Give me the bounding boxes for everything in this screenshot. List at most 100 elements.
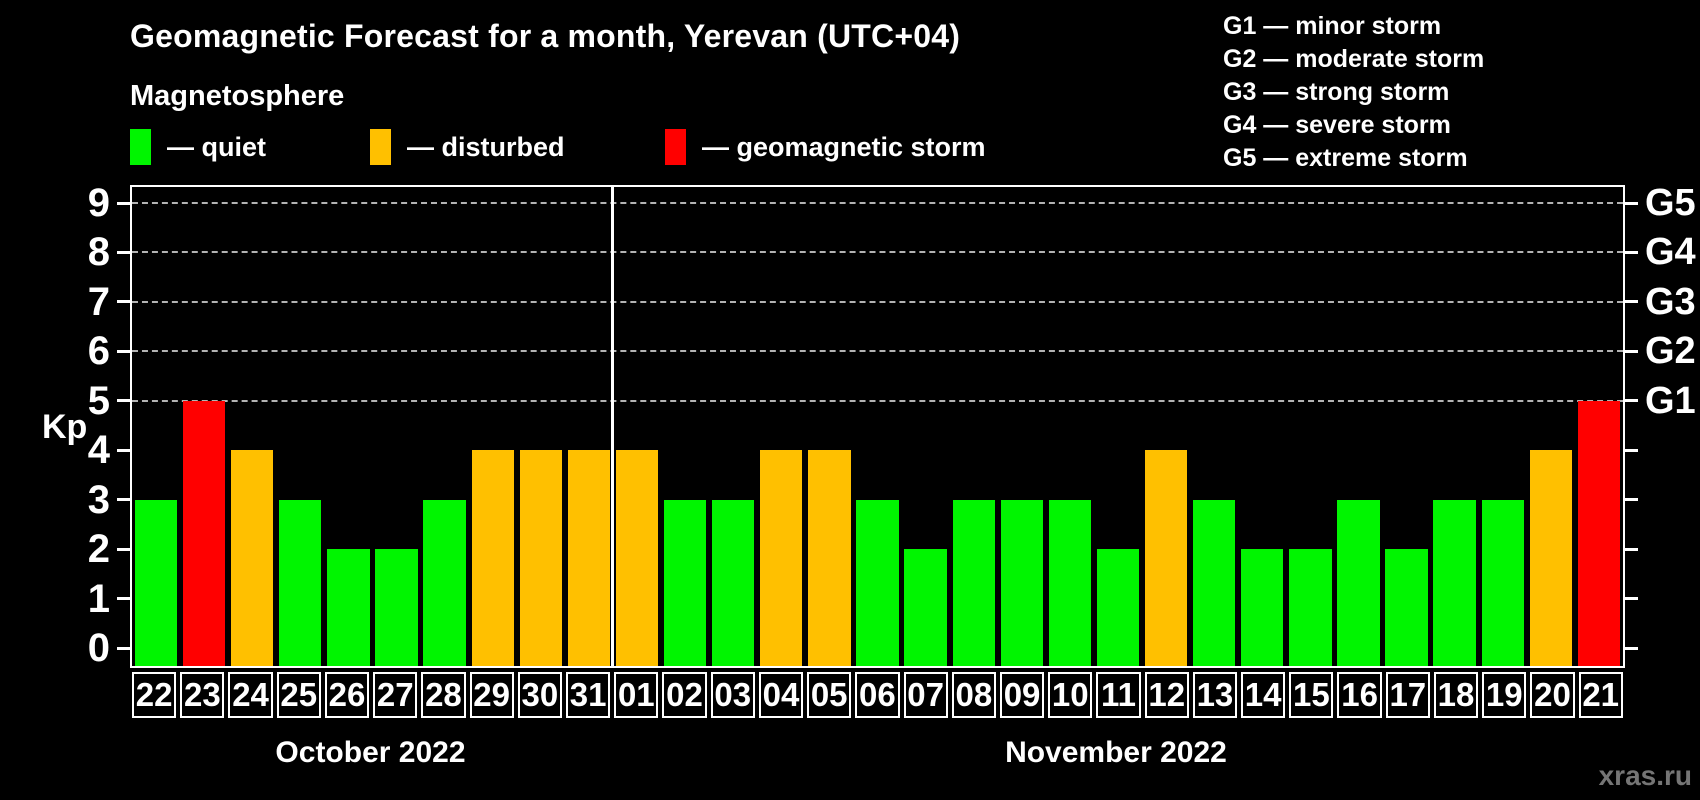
legend-label-quiet: — quiet	[167, 131, 266, 162]
y-tick-label-6: 6	[87, 329, 110, 374]
month-divider	[611, 187, 615, 666]
kp-bar-day-20	[1529, 450, 1572, 666]
month-label-november: November 2022	[1005, 736, 1227, 769]
left-tick-kp-7	[117, 300, 130, 304]
day-label-22: 22	[132, 672, 177, 718]
day-label-02: 02	[662, 672, 707, 718]
kp-bar-day-05	[808, 450, 851, 666]
kp-bar-day-21	[1577, 400, 1621, 666]
gridline-kp-9	[132, 202, 1623, 204]
day-label-26: 26	[324, 672, 370, 718]
left-tick-kp-0	[117, 646, 130, 650]
kp-bar-day-22	[134, 499, 178, 666]
day-label-16: 16	[1337, 672, 1382, 718]
day-label-24: 24	[228, 672, 273, 718]
kp-bar-day-08	[952, 499, 995, 666]
y-axis-label: Kp	[42, 408, 88, 446]
storm-scale-line-2: G2 — moderate storm	[1223, 45, 1485, 73]
gridline-kp-7	[132, 300, 1623, 303]
kp-bar-day-24	[231, 450, 274, 666]
right-tick-kp-3	[1625, 498, 1638, 502]
g-scale-label-g2: G2	[1645, 330, 1696, 373]
g-scale-label-g3: G3	[1645, 280, 1696, 323]
kp-bar-day-15	[1289, 549, 1332, 666]
kp-bar-day-14	[1241, 549, 1284, 666]
y-tick-label-5: 5	[87, 378, 110, 423]
y-tick-label-9: 9	[87, 181, 110, 225]
day-label-17: 17	[1385, 672, 1430, 718]
right-tick-kp-5	[1625, 399, 1638, 403]
storm-scale-legend: G1 — minor storm G2 — moderate storm G3 — …	[1223, 10, 1484, 175]
left-tick-kp-4	[117, 448, 130, 452]
right-tick-kp-0	[1625, 646, 1638, 650]
kp-bar-day-01	[615, 450, 659, 666]
day-label-21: 21	[1578, 672, 1623, 718]
plot-area: 0 1 2 3 4 5 6 7 8 9 G1 G2 G3 G4 G5	[88, 183, 1696, 668]
right-tick-kp-6	[1625, 349, 1638, 353]
kp-bar-day-23	[182, 400, 226, 666]
day-label-25: 25	[276, 672, 321, 718]
chart-title: Geomagnetic Forecast for a month, Yereva…	[130, 18, 961, 54]
day-label-27: 27	[373, 672, 418, 718]
day-label-28: 28	[421, 672, 466, 718]
gridline-kp-6	[132, 350, 1623, 353]
y-tick-label-1: 1	[87, 576, 110, 621]
kp-bar-day-13	[1193, 499, 1236, 666]
left-tick-kp-3	[117, 498, 130, 502]
kp-bar-day-17	[1385, 549, 1428, 666]
day-label-15: 15	[1289, 672, 1334, 718]
right-tick-kp-2	[1625, 547, 1638, 551]
day-label-13: 13	[1192, 672, 1238, 718]
kp-bar-day-18	[1433, 499, 1476, 666]
day-label-19: 19	[1482, 672, 1527, 718]
day-label-05: 05	[807, 672, 852, 718]
kp-bar-day-03	[712, 499, 755, 666]
g-scale-label-g1: G1	[1645, 379, 1696, 422]
y-tick-label-8: 8	[87, 230, 110, 275]
kp-bar-day-26	[327, 549, 370, 666]
day-label-11: 11	[1096, 672, 1141, 718]
kp-bar-day-07	[904, 549, 947, 666]
g-scale-label-g5: G5	[1645, 182, 1696, 224]
y-tick-label-4: 4	[87, 428, 110, 473]
legend-label-storm: — geomagnetic storm	[702, 131, 986, 162]
kp-bar-day-29	[471, 450, 514, 666]
watermark: xras.ru	[1598, 760, 1692, 791]
y-tick-label-0: 0	[87, 626, 110, 670]
kp-bar-day-25	[279, 499, 322, 666]
left-tick-kp-8	[117, 250, 130, 254]
day-label-31: 31	[565, 672, 611, 718]
legend-label-disturbed: — disturbed	[407, 131, 565, 162]
kp-bar-day-09	[1000, 499, 1043, 666]
kp-bar-day-28	[423, 499, 466, 666]
legend-swatch-quiet	[130, 129, 151, 165]
day-label-18: 18	[1433, 672, 1479, 718]
right-tick-kp-8	[1625, 250, 1638, 254]
kp-bar-day-02	[663, 499, 707, 666]
day-label-20: 20	[1530, 672, 1575, 718]
legend-swatch-storm	[665, 129, 686, 165]
kp-bar-day-30	[519, 450, 562, 666]
magnetosphere-label: Magnetosphere	[130, 80, 345, 112]
gridline-kp-5	[132, 399, 1623, 402]
kp-bar-day-19	[1481, 499, 1524, 666]
kp-bar-day-04	[760, 450, 803, 666]
g-scale-label-g4: G4	[1645, 231, 1696, 274]
legend-item-storm: — geomagnetic storm	[665, 126, 986, 168]
day-label-14: 14	[1241, 672, 1286, 718]
day-label-09: 09	[999, 672, 1045, 718]
day-label-12: 12	[1144, 672, 1189, 718]
left-tick-kp-6	[117, 349, 130, 353]
y-tick-label-3: 3	[87, 477, 110, 522]
day-label-07: 07	[903, 672, 948, 718]
legend-swatch-disturbed	[370, 129, 391, 165]
day-label-03: 03	[710, 672, 755, 718]
right-tick-kp-4	[1625, 448, 1638, 452]
y-tick-label-7: 7	[87, 279, 110, 324]
storm-scale-line-3: G3 — strong storm	[1223, 78, 1450, 106]
day-label-23: 23	[180, 672, 225, 718]
kp-bar-day-27	[375, 549, 418, 666]
day-label-30: 30	[517, 672, 562, 718]
kp-bar-day-16	[1337, 499, 1380, 666]
